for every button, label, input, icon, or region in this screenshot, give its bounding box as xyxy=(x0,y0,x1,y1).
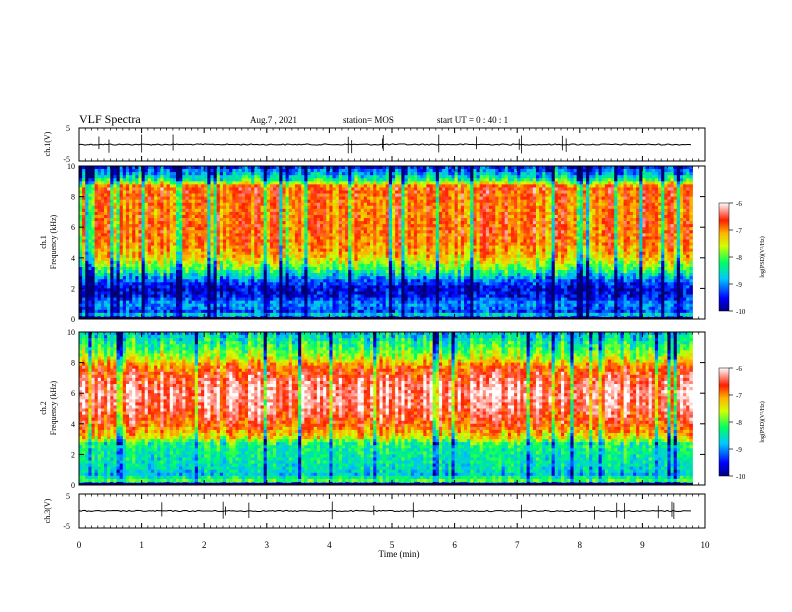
ch2-ytick-6: 6 xyxy=(71,389,75,398)
ch1-ylabel-channel: ch.1 xyxy=(39,235,48,249)
x-tick-label-1: 1 xyxy=(139,540,144,550)
ch2-colorbar-tick--7: -7 xyxy=(736,392,742,400)
ch2-ytick-4: 4 xyxy=(71,420,75,429)
ch1-ytick-0: 0 xyxy=(71,315,75,324)
ch1-ylabel-frequency: Frequency (kHz) xyxy=(49,214,58,269)
ch3-ytick-bottom: -5 xyxy=(63,522,70,531)
station-label: station= MOS xyxy=(343,115,394,125)
ch1-ytick-2: 2 xyxy=(71,284,75,293)
ch3-waveform-panel: 5 -5 ch.3(V) xyxy=(43,492,705,531)
ch1-colorbar-tick--8: -8 xyxy=(736,254,742,262)
ch1-ytick-8: 8 xyxy=(71,193,75,202)
ch3-waveform-ylabel: ch.3(V) xyxy=(43,498,52,523)
x-axis-label: Time (min) xyxy=(379,549,420,559)
x-tick-label-3: 3 xyxy=(265,540,270,550)
x-tick-label-8: 8 xyxy=(578,540,583,550)
ch1-colorbar-label: log(PSD)(V²/Hz) xyxy=(759,236,766,277)
ch1-spectrogram-image xyxy=(79,166,693,319)
ch1-colorbar-tick--7: -7 xyxy=(736,227,742,235)
ch1-ytick-10: 10 xyxy=(67,162,75,171)
x-tick-label-7: 7 xyxy=(515,540,520,550)
ch2-colorbar: -6 -7 -8 -9 -10 log(PSD)(V²/Hz) xyxy=(719,365,766,481)
ch2-ylabel-frequency: Frequency (kHz) xyxy=(49,380,58,435)
ch2-ylabel-channel: ch.2 xyxy=(39,401,48,415)
x-tick-label-9: 9 xyxy=(640,540,645,550)
ch2-spectrogram-image xyxy=(79,332,693,485)
chart-title: VLF Spectra xyxy=(79,112,141,126)
ch1-colorbar-tick--9: -9 xyxy=(736,281,742,289)
ch1-ytick-top: 5 xyxy=(66,124,70,133)
vlf-figure: VLF Spectra Aug.7 , 2021 station= MOS st… xyxy=(0,0,792,612)
date-label: Aug.7 , 2021 xyxy=(250,115,297,125)
ch2-spectrogram-panel: 0 2 4 6 8 10 ch.2 Frequency (kHz) xyxy=(39,328,705,490)
x-tick-label-6: 6 xyxy=(452,540,457,550)
ch3-ytick-top: 5 xyxy=(66,492,70,501)
ch2-colorbar-label: log(PSD)(V²/Hz) xyxy=(759,401,766,442)
ch2-colorbar-tick--9: -9 xyxy=(736,446,742,454)
ch1-ytick-6: 6 xyxy=(71,223,75,232)
ch2-ytick-8: 8 xyxy=(71,359,75,368)
x-tick-label-0: 0 xyxy=(77,540,82,550)
ch2-colorbar-tick--6: -6 xyxy=(736,365,742,373)
x-tick-label-4: 4 xyxy=(327,540,332,550)
ch1-ytick-4: 4 xyxy=(71,254,75,263)
start-time-label: start UT = 0 : 40 : 1 xyxy=(437,115,508,125)
ch2-ytick-0: 0 xyxy=(71,481,75,490)
ch1-waveform-ylabel: ch.1(V) xyxy=(43,131,52,156)
ch1-colorbar: -6 -7 -8 -9 -10 log(PSD)(V²/Hz) xyxy=(719,200,766,316)
ch1-spectrogram-panel: 0 2 4 6 8 10 ch.1 Frequency (kHz) xyxy=(39,162,705,324)
x-tick-label-10: 10 xyxy=(701,540,711,550)
x-tick-label-2: 2 xyxy=(202,540,207,550)
ch1-waveform-panel: 5 -5 ch.1(V) xyxy=(43,124,705,164)
ch2-colorbar-tick--8: -8 xyxy=(736,419,742,427)
ch1-colorbar-tick--10: -10 xyxy=(736,308,746,316)
ch2-ytick-10: 10 xyxy=(67,328,75,337)
ch2-ytick-2: 2 xyxy=(71,450,75,459)
ch2-colorbar-tick--10: -10 xyxy=(736,473,746,481)
ch1-colorbar-tick--6: -6 xyxy=(736,200,742,208)
